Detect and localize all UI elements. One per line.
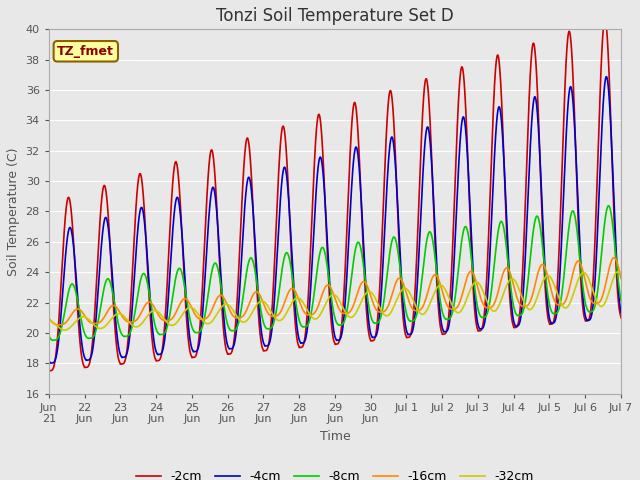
-2cm [601, 16, 609, 22]
-4cm [47, 360, 54, 366]
-2cm [45, 368, 52, 374]
Line: -4cm: -4cm [49, 77, 621, 363]
-4cm [617, 310, 625, 315]
-4cm [143, 256, 151, 262]
Line: -8cm: -8cm [49, 205, 621, 340]
-32cm [493, 306, 501, 312]
-2cm [468, 254, 476, 260]
-32cm [61, 327, 68, 333]
-8cm [605, 203, 612, 208]
-32cm [484, 302, 492, 308]
-2cm [426, 125, 434, 131]
-2cm [484, 240, 492, 245]
-32cm [612, 269, 620, 275]
-8cm [617, 297, 625, 303]
Legend: -2cm, -4cm, -8cm, -16cm, -32cm: -2cm, -4cm, -8cm, -16cm, -32cm [131, 466, 539, 480]
-32cm [45, 317, 52, 323]
-4cm [427, 144, 435, 150]
-2cm [143, 261, 151, 267]
-4cm [415, 250, 423, 255]
-8cm [468, 259, 476, 264]
-16cm [610, 255, 618, 261]
-16cm [143, 300, 151, 306]
-16cm [415, 308, 423, 313]
Line: -2cm: -2cm [49, 19, 621, 371]
-32cm [415, 309, 423, 315]
-16cm [493, 293, 501, 299]
-32cm [617, 269, 625, 275]
-16cm [54, 322, 61, 328]
-16cm [484, 305, 492, 311]
-32cm [427, 300, 435, 305]
-8cm [143, 280, 151, 286]
-8cm [493, 237, 501, 243]
-4cm [602, 74, 610, 80]
-8cm [45, 333, 52, 338]
Title: Tonzi Soil Temperature Set D: Tonzi Soil Temperature Set D [216, 7, 454, 25]
Line: -32cm: -32cm [49, 272, 621, 330]
-2cm [617, 315, 625, 321]
-2cm [493, 54, 500, 60]
-32cm [468, 284, 476, 289]
-8cm [49, 337, 56, 343]
-16cm [45, 315, 52, 321]
X-axis label: Time: Time [319, 430, 350, 443]
-32cm [143, 313, 151, 319]
-4cm [484, 278, 492, 284]
-8cm [427, 229, 435, 235]
Line: -16cm: -16cm [49, 258, 621, 325]
-8cm [484, 306, 492, 312]
-2cm [415, 200, 422, 205]
-16cm [468, 269, 476, 275]
-16cm [427, 280, 435, 286]
-8cm [415, 300, 423, 305]
-4cm [45, 358, 52, 363]
-4cm [468, 242, 476, 248]
-4cm [493, 115, 501, 121]
Y-axis label: Soil Temperature (C): Soil Temperature (C) [7, 147, 20, 276]
Text: TZ_fmet: TZ_fmet [58, 45, 114, 58]
-16cm [617, 276, 625, 281]
